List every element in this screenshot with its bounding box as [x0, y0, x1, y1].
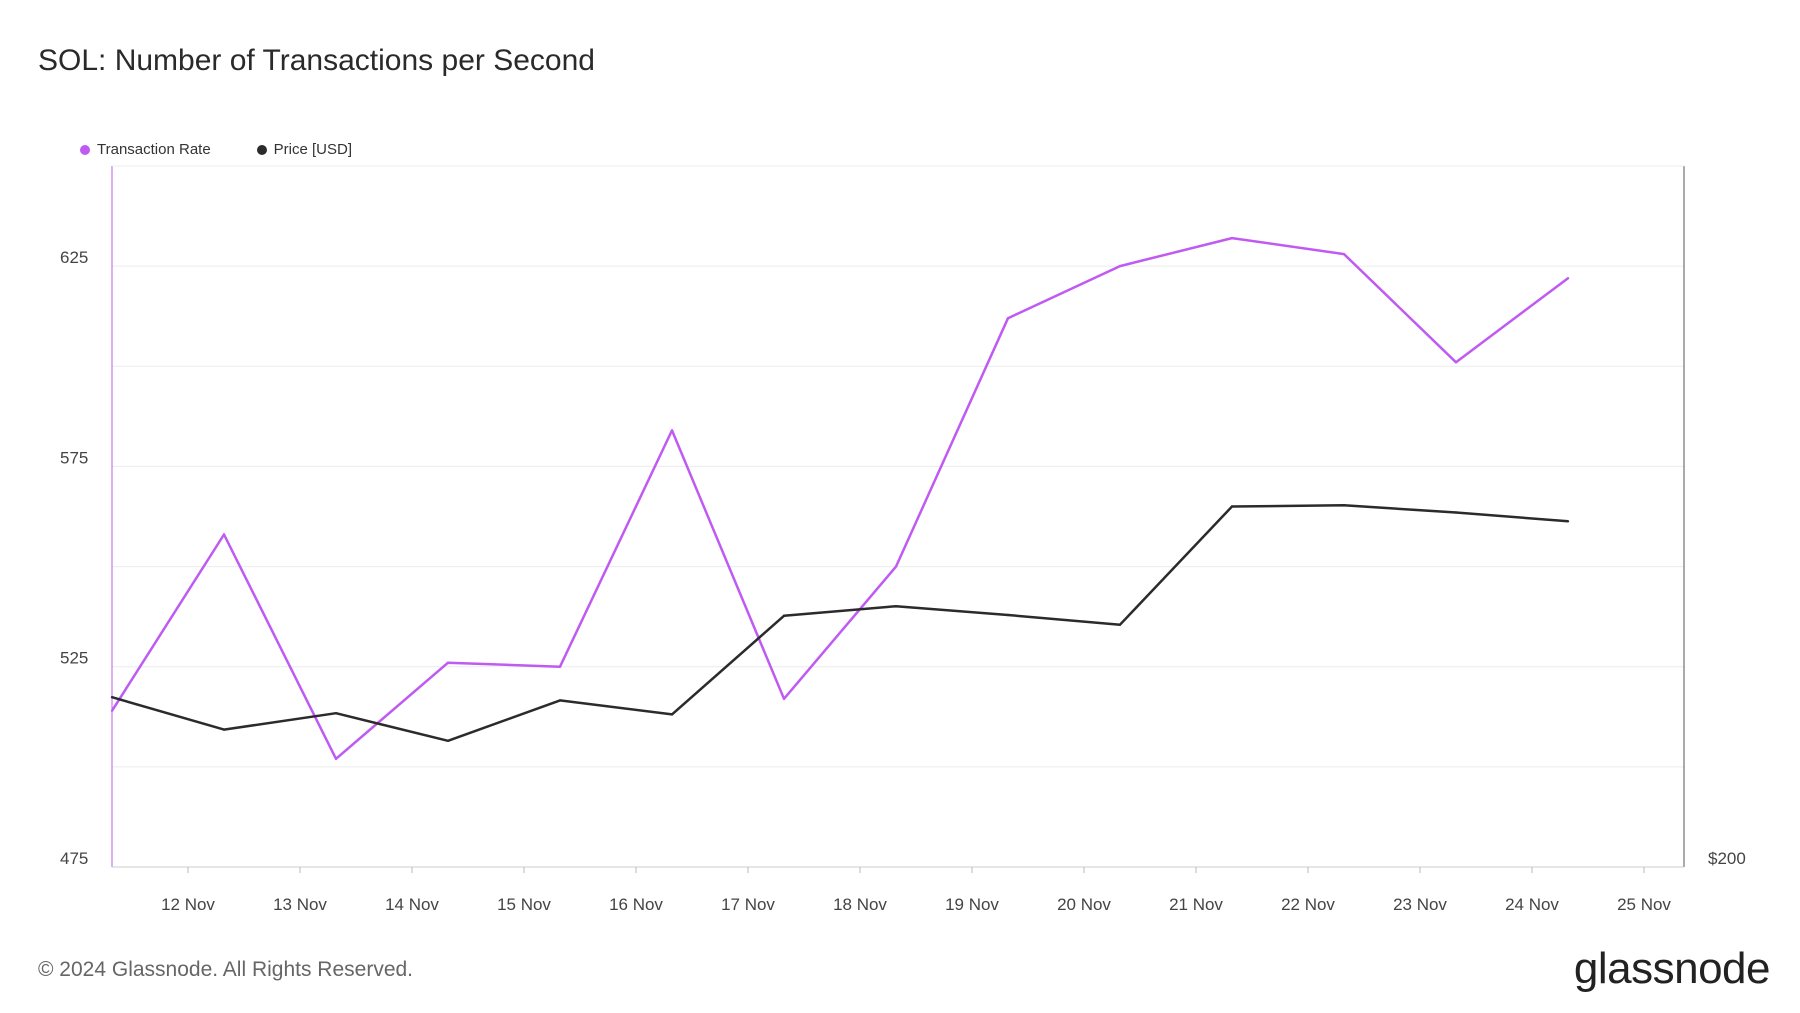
transaction-rate-point — [446, 661, 450, 664]
transaction-rate-point — [894, 565, 898, 568]
transaction-rate-point — [1454, 361, 1458, 364]
x-tick-label: 23 Nov — [1393, 895, 1447, 914]
transaction-rate-point — [334, 757, 338, 760]
transaction-rate-point — [1342, 252, 1346, 256]
axes — [111, 165, 1685, 873]
price-point — [894, 605, 898, 608]
transaction-rate-point — [558, 665, 562, 668]
x-tick-label: 20 Nov — [1057, 895, 1111, 914]
price-line — [111, 504, 1569, 743]
transaction-rate-point — [670, 429, 674, 432]
copyright-footer: © 2024 Glassnode. All Rights Reserved. — [38, 958, 414, 981]
chart-legend: Transaction Rate Price [USD] — [80, 141, 352, 158]
price-point — [334, 712, 338, 715]
y-right-tick-label: $200 — [1708, 849, 1746, 868]
transaction-rate-point — [1230, 236, 1234, 240]
price-point — [1118, 623, 1122, 626]
transaction-rate-point — [1566, 277, 1570, 280]
legend-dot-price — [256, 144, 267, 155]
legend-dot-transaction-rate — [80, 144, 90, 155]
transaction-rate-point — [1006, 317, 1010, 320]
tick-labels: 475 525 575 625 $200 12 Nov 13 Nov 14 Nov 15 Nov… — [60, 248, 1746, 914]
x-tick-label: 16 Nov — [609, 895, 663, 914]
transaction-rate-line — [110, 236, 1569, 761]
y-left-tick-label: 575 — [60, 448, 88, 467]
y-left-tick-label: 625 — [60, 248, 88, 267]
x-tick-label: 21 Nov — [1169, 895, 1223, 914]
x-tick-label: 12 Nov — [161, 895, 215, 914]
price-point — [1566, 520, 1570, 523]
gridlines — [112, 265, 1684, 768]
legend-label-transaction-rate: Transaction Rate — [97, 141, 211, 158]
chart-title: SOL: Number of Transactions per Second — [38, 44, 595, 77]
price-point — [110, 696, 114, 699]
x-tick-label: 22 Nov — [1281, 895, 1335, 914]
legend-label-price: Price [USD] — [273, 141, 353, 158]
price-point — [1454, 511, 1458, 514]
x-tick-label: 25 Nov — [1617, 895, 1671, 914]
x-tick-label: 13 Nov — [273, 895, 327, 914]
price-point — [1342, 504, 1346, 507]
x-tick-label: 14 Nov — [385, 895, 439, 914]
transaction-rate-point — [110, 709, 114, 712]
transaction-rate-point — [782, 697, 786, 700]
x-tick-label: 19 Nov — [945, 895, 999, 914]
series-lines — [110, 236, 1570, 761]
price-point — [446, 739, 450, 742]
x-tick-label: 15 Nov — [497, 895, 551, 914]
price-point — [1230, 505, 1234, 508]
price-point — [1006, 613, 1010, 617]
transaction-rate-point — [1118, 264, 1122, 268]
price-point — [558, 699, 562, 702]
price-point — [782, 614, 786, 617]
y-left-tick-label: 525 — [60, 649, 88, 668]
legend-item-transaction-rate[interactable]: Transaction Rate — [80, 141, 211, 158]
legend-item-price[interactable]: Price [USD] — [256, 141, 353, 158]
x-tick-label: 17 Nov — [721, 895, 775, 914]
transaction-rate-point — [222, 533, 226, 536]
price-point — [222, 728, 226, 731]
y-left-tick-label: 475 — [60, 849, 88, 868]
x-tick-label: 18 Nov — [833, 895, 887, 914]
x-tick-label: 24 Nov — [1505, 895, 1559, 914]
glassnode-logo: glassnode — [1573, 944, 1771, 993]
price-point — [670, 713, 674, 716]
